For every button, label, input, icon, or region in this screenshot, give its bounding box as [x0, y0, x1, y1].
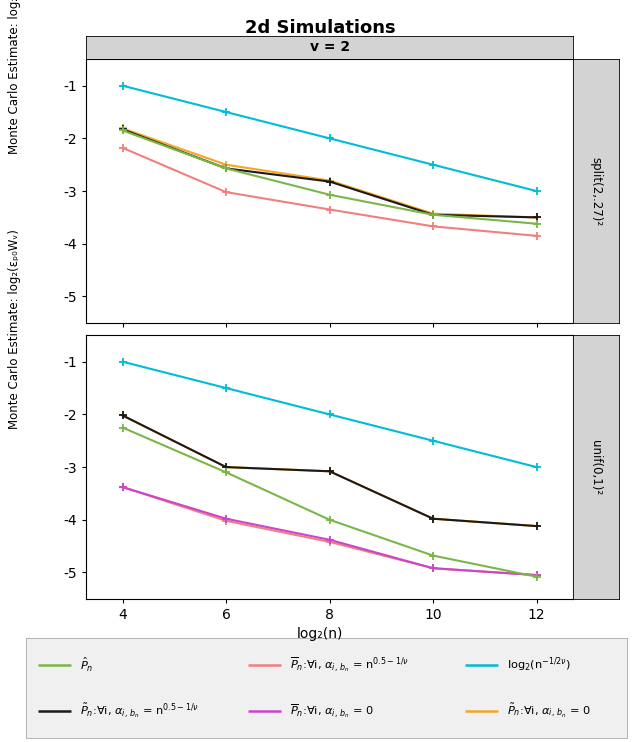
- Text: Monte Carlo Estimate: log₂(εₚ₀Wᵥ): Monte Carlo Estimate: log₂(εₚ₀Wᵥ): [8, 0, 20, 154]
- Text: 2d Simulations: 2d Simulations: [244, 19, 396, 36]
- Text: $\tilde{P}_n$:$\forall$i, $\alpha_{i,\,b_n}$ = 0: $\tilde{P}_n$:$\forall$i, $\alpha_{i,\,b…: [507, 702, 591, 720]
- Text: $\overline{P}_n$:$\forall$i, $\alpha_{i,\,b_n}$ = n$^{0.5-1/\nu}$: $\overline{P}_n$:$\forall$i, $\alpha_{i,…: [291, 656, 410, 674]
- Text: Monte Carlo Estimate: log₂(εₚ₀Wᵥ): Monte Carlo Estimate: log₂(εₚ₀Wᵥ): [8, 229, 20, 429]
- Text: $\tilde{P}_n$:$\forall$i, $\alpha_{i,\,b_n}$ = n$^{0.5-1/\nu}$: $\tilde{P}_n$:$\forall$i, $\alpha_{i,\,b…: [80, 702, 199, 720]
- Text: split(2,.27)²: split(2,.27)²: [589, 157, 602, 226]
- Text: $\overline{P}_n$:$\forall$i, $\alpha_{i,\,b_n}$ = 0: $\overline{P}_n$:$\forall$i, $\alpha_{i,…: [291, 703, 374, 720]
- Text: v = 2: v = 2: [310, 41, 349, 54]
- Text: log₂(n): log₂(n): [297, 627, 343, 641]
- Text: $\hat{P}_n$: $\hat{P}_n$: [80, 656, 93, 674]
- Text: log$_2$(n$^{-1/2\nu}$): log$_2$(n$^{-1/2\nu}$): [507, 656, 571, 674]
- Text: unif(0,1)²: unif(0,1)²: [589, 439, 602, 495]
